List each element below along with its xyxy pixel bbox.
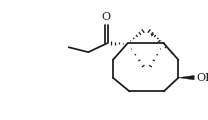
Polygon shape [178, 75, 194, 80]
Text: OH: OH [197, 73, 208, 83]
Text: O: O [101, 12, 110, 22]
